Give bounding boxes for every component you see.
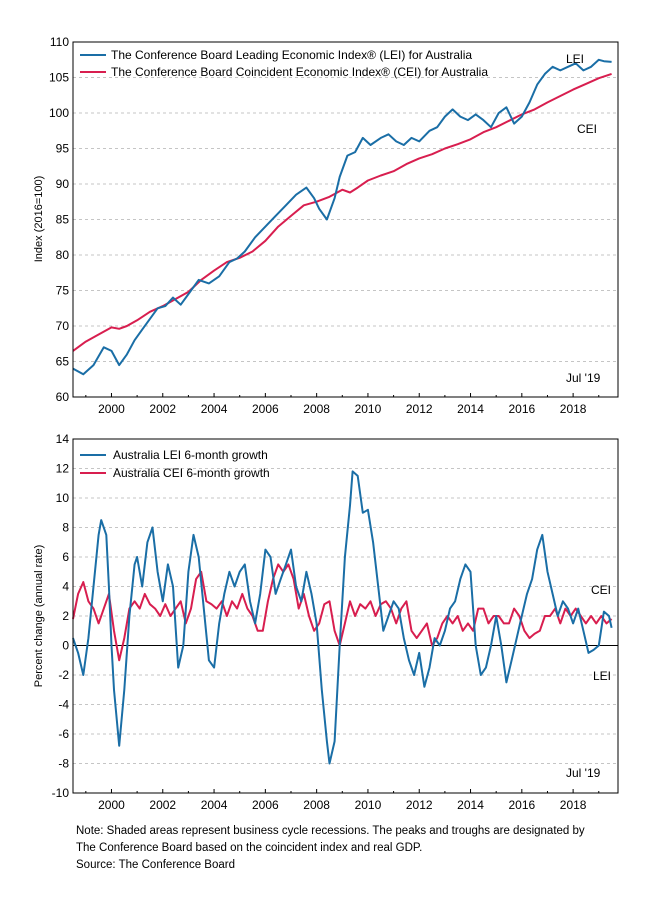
- growth-y-axis-ticks: -10 -8 -6 -4 -2 0 2 4 6 8 10 12 14: [52, 432, 70, 800]
- growth-legend: Australia LEI 6-month growth Australia C…: [80, 448, 270, 480]
- y-tick-label: 4: [62, 580, 69, 594]
- y-tick-label: 85: [56, 213, 70, 227]
- y-tick-label: -6: [58, 727, 69, 741]
- y-tick-label: 60: [56, 390, 70, 404]
- footnote: Note: Shaded areas represent business cy…: [76, 823, 636, 874]
- lei-series-line: [72, 58, 612, 376]
- y-tick-label: -4: [58, 698, 69, 712]
- growth-plot-frame: [72, 438, 619, 794]
- y-tick-label: 70: [56, 319, 70, 333]
- y-tick-label: 12: [56, 462, 70, 476]
- y-tick-label: 75: [56, 284, 70, 298]
- index-y-axis-label: Index (2016=100): [33, 176, 45, 263]
- x-tick-label: 2004: [201, 798, 228, 812]
- growth-annotation-cei: CEI: [591, 583, 611, 597]
- x-tick-label: 2014: [457, 402, 484, 416]
- growth-y-axis-label: Percent change (annual rate): [33, 545, 45, 687]
- y-tick-label: -8: [58, 757, 69, 771]
- x-tick-label: 2012: [406, 798, 433, 812]
- index-x-axis-ticks: 2000 2002 2004 2006 2008 2010 2012 2014 2016 2018: [85, 393, 600, 416]
- y-tick-label: 8: [62, 521, 69, 535]
- x-tick-label: 2018: [560, 798, 587, 812]
- x-tick-label: 2014: [457, 798, 484, 812]
- y-tick-label: 10: [56, 491, 70, 505]
- x-tick-label: 2008: [303, 402, 330, 416]
- x-tick-label: 2016: [508, 798, 535, 812]
- x-tick-label: 2018: [560, 402, 587, 416]
- cei-series-line: [72, 72, 612, 352]
- index-annotation-cei: CEI: [577, 122, 597, 136]
- footnote-line-2: The Conference Board based on the coinci…: [76, 842, 423, 854]
- index-legend-label-lei: The Conference Board Leading Economic In…: [111, 48, 472, 62]
- y-tick-label: 110: [50, 35, 69, 49]
- index-gridlines: [73, 77, 618, 362]
- index-plot-frame: [72, 41, 619, 398]
- growth-x-axis-ticks: 2000 2002 2004 2006 2008 2010 2012 2014 2016 2018: [85, 789, 600, 812]
- index-legend-label-cei: The Conference Board Coincident Economic…: [111, 65, 488, 79]
- index-y-axis-ticks: 60 65 70 75 80 85 90 95 100 105 110: [49, 35, 69, 404]
- y-tick-label: 2: [62, 609, 69, 623]
- growth-annotation-date: Jul '19: [566, 766, 601, 780]
- x-tick-label: 2012: [406, 402, 433, 416]
- y-tick-label: -2: [58, 668, 69, 682]
- x-tick-label: 2010: [355, 798, 382, 812]
- growth-series-lines: [72, 470, 613, 765]
- growth-annotation-lei: LEI: [593, 669, 611, 683]
- y-tick-label: 80: [56, 248, 70, 262]
- growth-legend-label-lei: Australia LEI 6-month growth: [113, 448, 268, 462]
- y-tick-label: 105: [49, 71, 69, 85]
- footnote-source: Source: The Conference Board: [76, 859, 235, 871]
- x-tick-label: 2002: [149, 798, 176, 812]
- index-annotation-lei: LEI: [566, 52, 584, 66]
- y-tick-label: 14: [56, 432, 70, 446]
- x-tick-label: 2006: [252, 402, 279, 416]
- cei-series-line: [72, 563, 613, 662]
- x-tick-label: 2008: [303, 798, 330, 812]
- y-tick-label: 90: [56, 177, 70, 191]
- x-tick-label: 2000: [98, 798, 125, 812]
- x-tick-label: 2002: [149, 402, 176, 416]
- index-legend: The Conference Board Leading Economic In…: [80, 48, 488, 79]
- index-annotation-date: Jul '19: [566, 371, 601, 385]
- growth-gridlines: [73, 468, 618, 764]
- y-tick-label: 95: [56, 142, 70, 156]
- y-tick-label: 100: [49, 106, 69, 120]
- index-series-lines: [72, 58, 612, 376]
- y-tick-label: -10: [52, 786, 70, 800]
- lei-series-line: [72, 470, 613, 765]
- x-tick-label: 2006: [252, 798, 279, 812]
- y-tick-label: 0: [62, 639, 69, 653]
- x-tick-label: 2010: [355, 402, 382, 416]
- y-tick-label: 6: [62, 550, 69, 564]
- footnote-line-1: Note: Shaded areas represent business cy…: [76, 825, 585, 837]
- y-tick-label: 65: [56, 355, 70, 369]
- growth-legend-label-cei: Australia CEI 6-month growth: [113, 466, 270, 480]
- x-tick-label: 2000: [98, 402, 125, 416]
- x-tick-label: 2004: [201, 402, 228, 416]
- x-tick-label: 2016: [508, 402, 535, 416]
